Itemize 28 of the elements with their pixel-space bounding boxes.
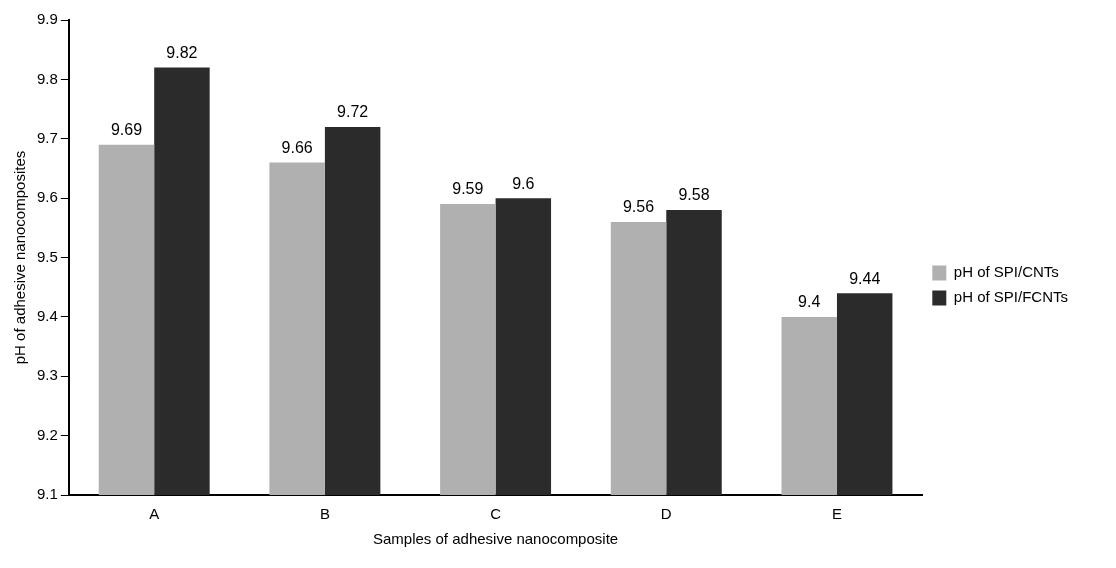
y-tick-label: 9.8 (36, 69, 58, 87)
legend-label: pH of SPI/FCNTs (953, 288, 1069, 306)
y-tick-label: 9.5 (36, 247, 58, 265)
y-tick-label: 9.1 (36, 485, 58, 503)
x-axis-title: Samples of adhesive nanocomposite (373, 530, 619, 548)
legend-label: pH of SPI/CNTs (953, 263, 1059, 281)
x-tick-label: C (490, 505, 502, 523)
data-label: 9.59 (452, 180, 484, 198)
y-tick-label: 9.9 (36, 10, 58, 28)
data-label: 9.82 (166, 43, 198, 61)
x-tick-label: D (660, 505, 672, 523)
y-tick-label: 9.2 (36, 425, 58, 443)
data-label: 9.56 (622, 198, 655, 216)
y-axis-title: pH of adhesive nanocomposites (11, 150, 29, 365)
y-tick-label: 9.4 (36, 307, 58, 325)
data-label: 9.58 (678, 186, 710, 204)
data-label: 9.69 (110, 121, 143, 139)
y-tick-label: 9.7 (36, 128, 58, 146)
y-tick-label: 9.3 (36, 366, 58, 384)
data-label: 9.44 (849, 269, 881, 287)
data-label: 9.6 (512, 174, 535, 192)
x-tick-label: A (149, 505, 160, 523)
y-tick-label: 9.6 (36, 188, 58, 206)
x-tick-label: E (831, 505, 842, 523)
data-label: 9.4 (798, 293, 821, 311)
data-label: 9.66 (281, 138, 313, 156)
x-tick-label: B (319, 505, 330, 523)
data-label: 9.72 (337, 103, 369, 121)
